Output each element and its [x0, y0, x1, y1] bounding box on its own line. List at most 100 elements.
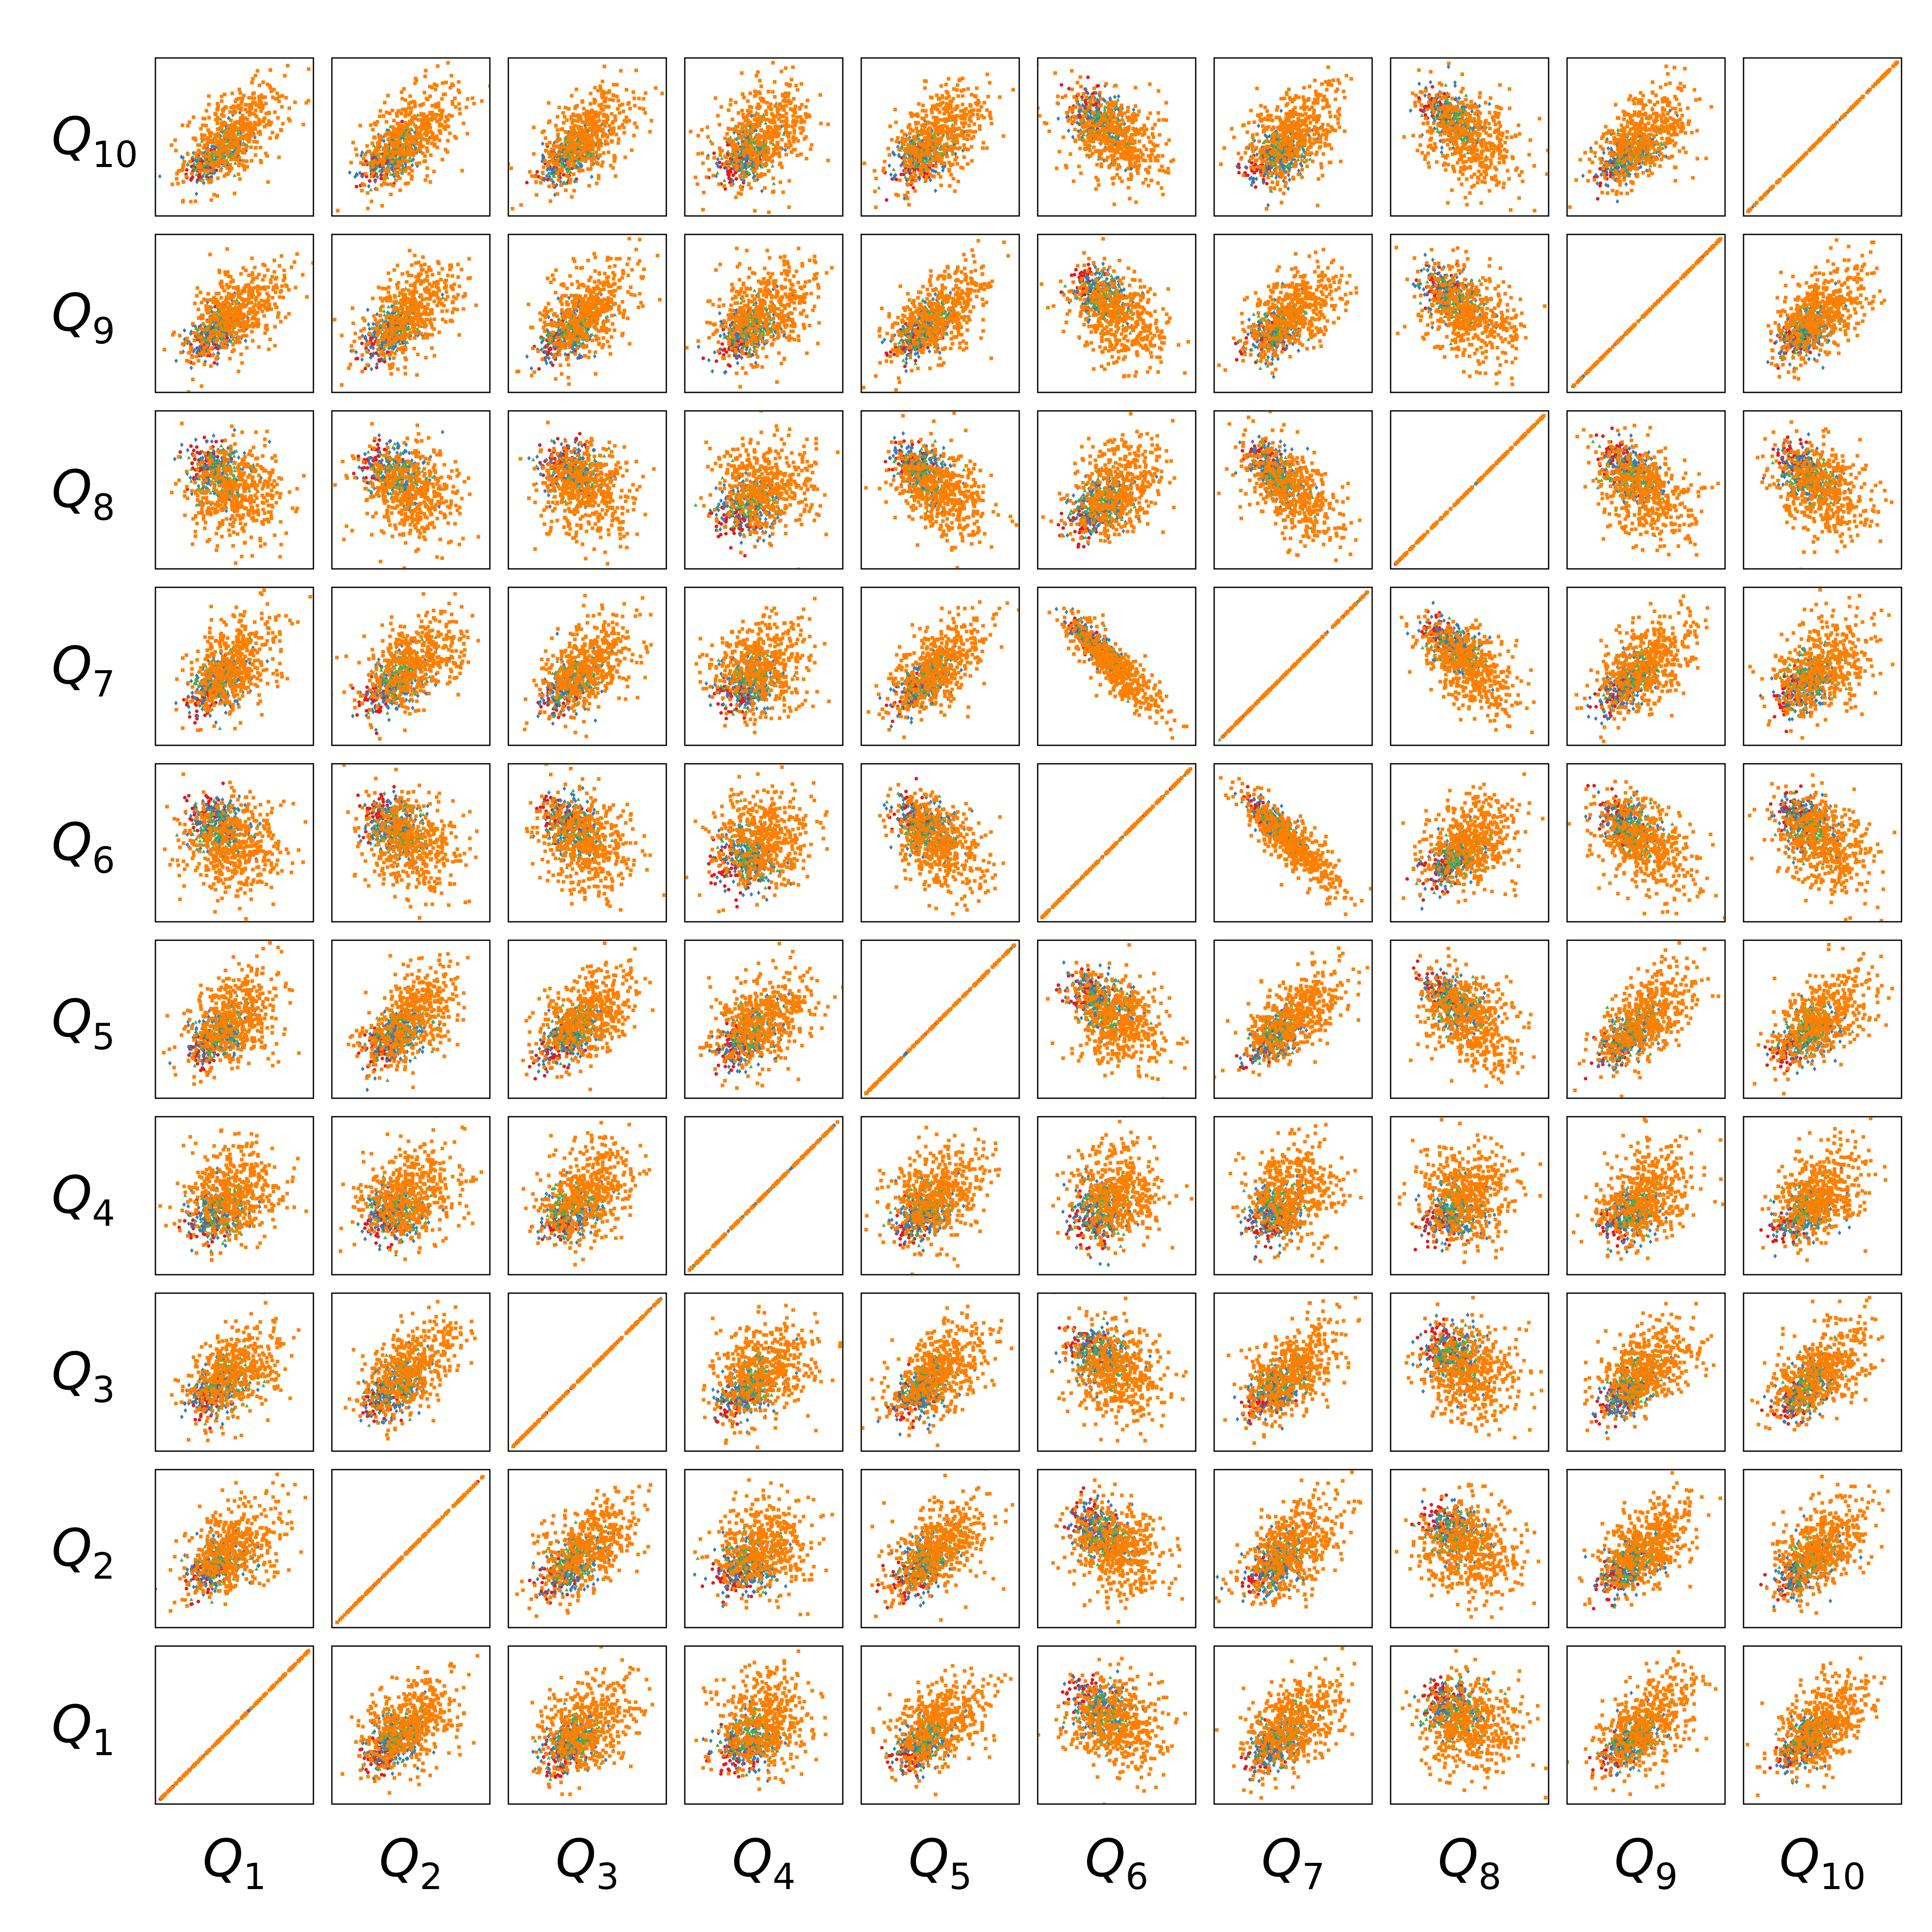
point-square	[928, 173, 932, 176]
point-square	[796, 139, 800, 143]
point-square	[789, 107, 792, 111]
point-square	[953, 189, 957, 193]
point-square	[186, 152, 189, 156]
point-square	[914, 121, 917, 124]
point-square	[923, 86, 927, 90]
point-square	[1142, 124, 1146, 127]
point-circle	[718, 161, 721, 164]
point-square	[727, 165, 730, 168]
point-square	[826, 122, 830, 126]
point-square	[204, 124, 208, 127]
point-square	[618, 126, 621, 130]
point-square	[358, 124, 362, 127]
point-square	[642, 107, 645, 111]
point-square	[1149, 179, 1153, 182]
point-square	[1061, 96, 1064, 99]
point-square	[544, 159, 547, 163]
point-square	[911, 129, 914, 132]
point-square	[1081, 115, 1085, 118]
point-square	[446, 139, 450, 143]
point-square	[911, 164, 914, 168]
point-square	[894, 121, 898, 124]
point-square	[912, 176, 915, 179]
point-square	[577, 169, 581, 173]
point-square	[1002, 134, 1005, 138]
point-square	[595, 114, 598, 118]
point-square	[628, 107, 632, 110]
point-square	[906, 197, 909, 200]
point-square	[219, 138, 222, 142]
point-square	[534, 175, 537, 178]
point-square	[541, 171, 544, 174]
point-square	[547, 185, 551, 188]
point-square	[376, 142, 379, 145]
point-square	[736, 146, 739, 150]
point-square	[917, 102, 920, 106]
point-square	[963, 121, 967, 125]
point-square	[1064, 94, 1067, 97]
point-square	[1151, 132, 1154, 136]
point-square	[268, 137, 272, 140]
point-square	[941, 131, 945, 134]
point-square	[700, 152, 704, 155]
point-square	[237, 156, 241, 159]
point-square	[199, 127, 203, 131]
point-square	[371, 142, 374, 145]
point-square	[600, 164, 603, 167]
point-square	[241, 143, 244, 146]
point-square	[581, 139, 584, 143]
point-square	[601, 80, 604, 83]
point-square	[1114, 116, 1118, 120]
point-square	[587, 134, 591, 137]
point-square	[240, 99, 243, 103]
point-circle	[726, 173, 730, 176]
point-square	[1157, 118, 1160, 122]
point-square	[1157, 89, 1160, 93]
point-square	[689, 130, 693, 133]
point-square	[570, 94, 573, 97]
point-square	[1161, 193, 1165, 196]
point-square	[577, 113, 580, 117]
point-square	[890, 138, 893, 141]
point-square	[967, 124, 971, 128]
point-square	[617, 141, 620, 145]
point-square	[203, 117, 207, 120]
point-square	[935, 144, 938, 147]
point-square	[934, 106, 937, 109]
point-square	[756, 103, 760, 106]
point-square	[924, 79, 928, 83]
point-square	[453, 97, 456, 100]
point-square	[605, 116, 609, 119]
point-square	[249, 124, 252, 127]
point-circle	[379, 177, 383, 180]
point-square	[273, 110, 276, 114]
point-circle	[400, 120, 404, 123]
point-square	[727, 160, 730, 163]
point-square	[982, 141, 985, 144]
point-square	[1156, 144, 1159, 147]
point-square	[216, 128, 219, 131]
point-square	[970, 145, 973, 149]
point-square	[1103, 131, 1106, 134]
point-square	[951, 163, 954, 166]
point-square	[758, 79, 761, 82]
point-square	[446, 61, 450, 64]
point-square	[769, 141, 772, 144]
point-square	[383, 101, 386, 104]
point-square	[386, 152, 389, 155]
point-square	[392, 150, 395, 154]
point-square	[888, 153, 891, 157]
point-square	[914, 127, 918, 130]
point-square	[978, 109, 981, 112]
point-square	[431, 131, 434, 135]
point-square	[279, 129, 283, 132]
point-square	[606, 105, 610, 109]
point-square	[378, 138, 382, 142]
point-square	[618, 111, 621, 115]
point-square	[1054, 71, 1057, 75]
point-square	[712, 156, 716, 159]
point-square	[718, 146, 721, 150]
point-square	[1084, 125, 1088, 128]
point-square	[901, 141, 904, 145]
point-square	[377, 153, 380, 157]
